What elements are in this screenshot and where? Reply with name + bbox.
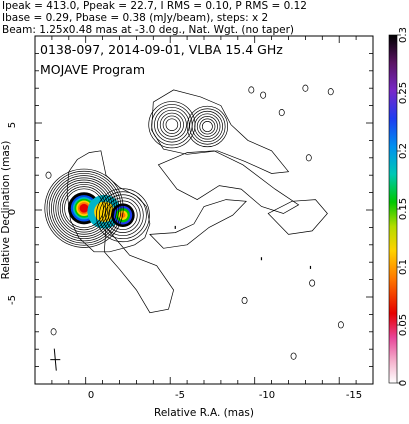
noise-contour-2	[260, 91, 267, 99]
north-a-contour-1	[162, 115, 182, 134]
colorbar-tick-label: 0.2	[398, 143, 409, 159]
knot-contour-2	[102, 194, 144, 237]
header-line-2: Ibase = 0.29, Pbase = 0.38 (mJy/beam), s…	[2, 12, 268, 24]
north-envelope	[151, 89, 290, 174]
contour-diffuse-2	[157, 150, 300, 214]
plot-title: 0138-097, 2014-09-01, VLBA 15.4 GHz	[40, 42, 283, 57]
north-a-contour-0	[165, 118, 179, 132]
x-tick-label-1: -5	[175, 390, 185, 401]
colorbar-tick-label: 0.15	[398, 198, 409, 220]
noise-contour-9	[45, 171, 52, 179]
north-b-contour-1	[199, 118, 216, 135]
noise-contour-6	[50, 328, 57, 336]
noise-contour-0	[302, 84, 309, 92]
noise-contour-1	[327, 88, 334, 96]
colorbar-tick-label: 0.05	[398, 314, 409, 336]
noise-contour-11	[305, 154, 312, 162]
north-b-contour-0	[201, 121, 213, 132]
knot-contour-4	[95, 188, 150, 243]
north-b-contour-5	[189, 108, 226, 145]
noise-contour-10	[241, 296, 248, 305]
colorbar-tick-label: 0	[398, 380, 409, 386]
contour-envelope	[66, 150, 151, 253]
noise-contour-5	[290, 352, 297, 360]
colorbar-labels: 0.3 0.25 0.2 0.15 0.1 0.05 0	[397, 27, 409, 386]
x-axis-label: Relative R.A. (mas)	[154, 407, 254, 419]
knot-contour-1	[105, 197, 141, 233]
north-a-contour-4	[154, 106, 190, 143]
noise-contour-7	[278, 109, 285, 117]
knot-contour-0	[108, 200, 138, 230]
x-tick-label-2: -10	[259, 390, 275, 401]
y-tick-label-0: 5	[7, 122, 18, 128]
contour-layer	[44, 84, 344, 371]
colorbar	[388, 34, 398, 384]
contour-diffuse-3	[267, 199, 328, 235]
core-contour-4	[55, 179, 113, 237]
y-tick-label-2: -5	[7, 295, 18, 305]
core-contour-5	[53, 177, 115, 240]
knot-contour-3	[99, 191, 147, 240]
north-a-contour-3	[157, 109, 187, 140]
north-b-contour-2	[196, 115, 218, 137]
noise-contour-4	[309, 279, 316, 287]
colorbar-tick-label: 0.3	[398, 27, 409, 43]
y-axis-label: Relative Declination (mas)	[0, 141, 12, 280]
x-tick-label-3: -15	[346, 390, 362, 401]
bridge-fill-inner	[94, 201, 115, 222]
axis-ticks	[35, 36, 373, 384]
colorbar-tick-label: 0.1	[398, 259, 409, 275]
y-tick-label-1: 0	[7, 209, 18, 215]
core-fill-6	[79, 203, 89, 213]
north-a-contour-2	[159, 112, 184, 137]
core-contour-6	[51, 175, 117, 242]
noise-contour-8	[337, 321, 344, 329]
program-label: MOJAVE Program	[40, 62, 145, 77]
x-tick-label-0: 0	[88, 390, 94, 401]
north-a-contour-6	[148, 101, 196, 149]
core-contour-1	[62, 186, 106, 231]
contour-diffuse-1	[149, 199, 247, 249]
noise-contour-3	[248, 86, 255, 94]
core-contour-9	[44, 168, 124, 248]
header-line-3: Beam: 1.25x0.48 mas at -3.0 deg., Nat. W…	[2, 24, 294, 36]
core-contour-2	[59, 184, 109, 233]
colorbar-tick-label: 0.25	[398, 82, 409, 104]
core-contour-7	[48, 173, 120, 244]
north-b-contour-6	[186, 105, 229, 148]
contour-diffuse-0	[103, 226, 174, 314]
beam-minor-axis	[53, 348, 57, 371]
core-contour-8	[46, 170, 122, 246]
header-line-1: Ipeak = 413.0, Ppeak = 22.7, I RMS = 0.1…	[2, 0, 307, 12]
